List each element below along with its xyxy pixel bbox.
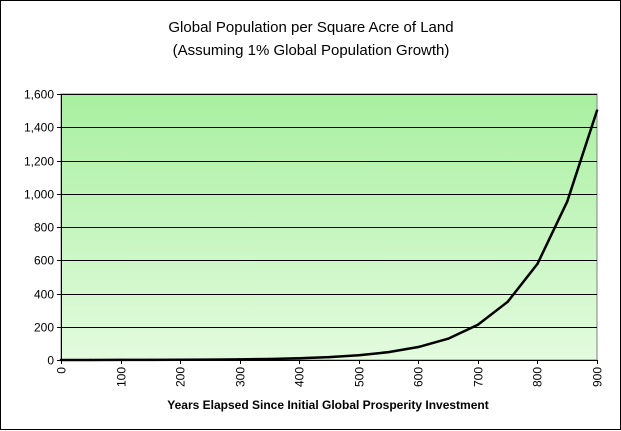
y-tick-label: 800	[34, 221, 54, 235]
x-tick-label: 900	[591, 367, 605, 387]
y-tick-label: 600	[34, 254, 54, 268]
data-point	[387, 350, 390, 354]
x-axis-ticks: 0 100 200 300 400 500 600 700 800 900	[55, 360, 605, 387]
x-tick-label: 200	[174, 367, 188, 387]
x-tick-label: 100	[115, 367, 129, 387]
x-tick-label: 300	[234, 367, 248, 387]
data-point	[446, 337, 450, 340]
gridlines	[61, 94, 597, 328]
x-tick-label: 800	[531, 367, 545, 387]
x-tick-label: 600	[412, 367, 426, 387]
data-point	[566, 200, 569, 203]
y-axis-ticks: 0 200 400 600 800 1,000 1,200 1,400 1,600	[24, 88, 61, 368]
y-tick-label: 1,200	[24, 155, 54, 169]
x-axis-title: Years Elapsed Since Initial Global Prosp…	[167, 398, 488, 412]
y-tick-label: 1,400	[24, 121, 54, 135]
data-point	[417, 345, 420, 349]
x-tick-label: 700	[472, 367, 486, 387]
data-point	[327, 355, 331, 359]
data-point	[476, 323, 480, 326]
y-tick-label: 200	[34, 321, 54, 335]
data-point	[357, 354, 360, 357]
y-tick-label: 1,600	[24, 88, 54, 102]
y-tick-label: 1,000	[24, 188, 54, 202]
y-tick-label: 400	[34, 288, 54, 302]
data-point	[268, 357, 271, 361]
data-point	[298, 357, 301, 360]
data-point	[238, 358, 241, 361]
data-point	[536, 262, 539, 266]
x-tick-label: 400	[293, 367, 307, 387]
chart-subtitle: (Assuming 1% Global Population Growth)	[173, 42, 450, 59]
data-point	[506, 300, 509, 304]
chart-title: Global Population per Square Acre of Lan…	[168, 19, 453, 36]
x-tick-label: 500	[353, 367, 367, 387]
data-point	[595, 109, 599, 112]
y-tick-label: 0	[47, 354, 54, 368]
x-tick-label: 0	[55, 367, 69, 374]
